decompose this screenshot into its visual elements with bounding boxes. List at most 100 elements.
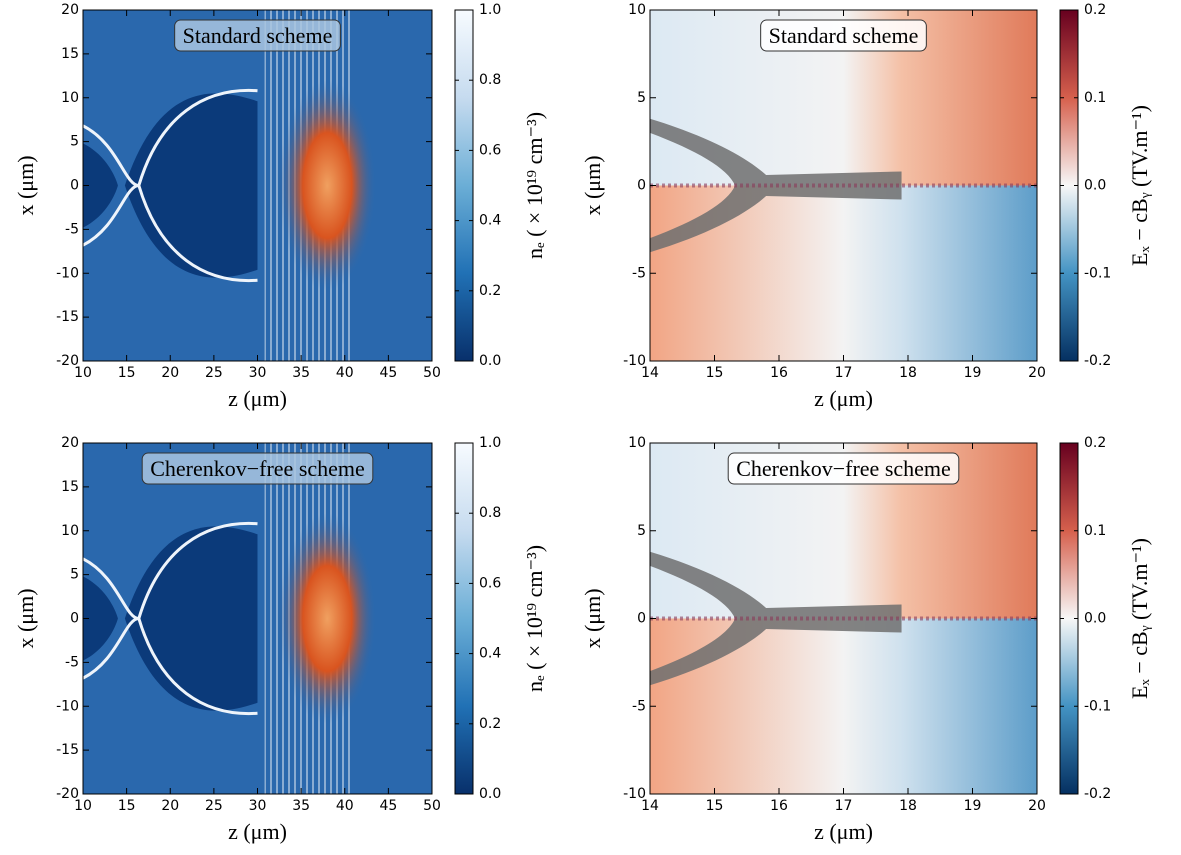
- colorbar-tick-label: 0.4: [479, 646, 501, 662]
- panel-title: Cherenkov−free scheme: [736, 456, 951, 481]
- x-tick-label: 20: [161, 365, 179, 381]
- x-tick-label: 20: [161, 798, 179, 814]
- beam-structure: [650, 551, 902, 686]
- x-tick-label: 25: [205, 365, 223, 381]
- colorbar-tick-label: 0.0: [1084, 611, 1106, 627]
- y-tick-label: 5: [70, 134, 79, 150]
- y-tick-label: 10: [628, 435, 646, 451]
- y-tick-label: 10: [628, 2, 646, 18]
- y-tick-label: -20: [56, 786, 79, 802]
- y-tick-label: 10: [61, 90, 79, 106]
- y-axis-label: x (μm): [13, 155, 38, 215]
- colorbar-label: Eₓ − cBᵧ (TV.m⁻¹): [1127, 105, 1152, 266]
- y-tick-label: 0: [70, 611, 79, 627]
- bubble-back: [83, 143, 118, 228]
- y-tick-label: 0: [637, 178, 646, 194]
- x-tick-label: 17: [835, 798, 853, 814]
- y-tick-label: -10: [623, 353, 646, 369]
- x-tick-label: 18: [899, 798, 917, 814]
- x-axis-label: z (μm): [228, 386, 287, 411]
- sheath-curve: [82, 616, 258, 716]
- x-tick-label: 45: [379, 365, 397, 381]
- x-tick-label: 14: [641, 798, 659, 814]
- sheath-curve: [82, 521, 258, 621]
- heatmap: [82, 443, 432, 794]
- colorbar-tick-label: 0.0: [479, 786, 501, 802]
- y-tick-label: -5: [65, 221, 79, 237]
- x-tick-label: 18: [899, 365, 917, 381]
- y-tick-label: 15: [61, 46, 79, 62]
- x-tick-label: 10: [74, 365, 92, 381]
- colorbar-tick-label: 0.0: [1084, 178, 1106, 194]
- y-tick-label: 20: [61, 2, 79, 18]
- laser-pulse: [278, 80, 377, 291]
- colorbar-tick-label: 0.0: [479, 353, 501, 369]
- x-tick-label: 25: [205, 798, 223, 814]
- y-tick-label: 0: [70, 178, 79, 194]
- x-tick-label: 20: [1028, 798, 1046, 814]
- x-axis-label: z (μm): [814, 819, 873, 844]
- y-tick-label: -5: [632, 265, 646, 281]
- x-tick-label: 19: [964, 365, 982, 381]
- y-tick-label: 0: [637, 611, 646, 627]
- sheath-curve: [82, 183, 258, 283]
- x-tick-label: 30: [249, 798, 267, 814]
- x-tick-label: 45: [379, 798, 397, 814]
- y-tick-label: -10: [56, 698, 79, 714]
- y-tick-label: -5: [632, 698, 646, 714]
- colorbar-tick-label: 0.8: [479, 72, 501, 88]
- colorbar-label: Eₓ − cBᵧ (TV.m⁻¹): [1127, 538, 1152, 699]
- title-box: [141, 452, 374, 485]
- y-tick-label: -15: [56, 742, 79, 758]
- sheath-curve: [82, 88, 258, 188]
- y-tick-label: 20: [61, 435, 79, 451]
- panel-title: Standard scheme: [183, 23, 333, 48]
- colorbar-tick-label: 0.4: [479, 213, 501, 229]
- x-tick-label: 15: [118, 365, 136, 381]
- colorbar-tick-label: 1.0: [479, 435, 501, 451]
- x-tick-label: 10: [74, 798, 92, 814]
- colorbar-tick-label: -0.1: [1084, 265, 1111, 281]
- y-axis-label: x (μm): [13, 588, 38, 648]
- x-tick-label: 35: [292, 365, 310, 381]
- x-tick-label: 14: [641, 365, 659, 381]
- colorbar-tick-label: -0.1: [1084, 698, 1111, 714]
- colorbar-tick-label: 0.6: [479, 575, 501, 591]
- heatmap: [650, 443, 1037, 794]
- y-axis-label: x (μm): [580, 155, 605, 215]
- x-tick-label: 35: [292, 798, 310, 814]
- colorbar-tick-label: 0.2: [479, 283, 501, 299]
- x-tick-label: 20: [1028, 365, 1046, 381]
- x-tick-label: 17: [835, 365, 853, 381]
- y-tick-label: 15: [61, 479, 79, 495]
- x-tick-label: 15: [706, 798, 724, 814]
- laser-pulse: [278, 513, 377, 724]
- x-tick-label: 40: [336, 365, 354, 381]
- x-tick-label: 16: [770, 798, 788, 814]
- heatmap: [82, 10, 432, 361]
- colorbar-tick-label: -0.2: [1084, 353, 1111, 369]
- y-tick-label: 5: [637, 90, 646, 106]
- x-axis-label: z (μm): [228, 819, 287, 844]
- heatmap: [650, 10, 1037, 361]
- colorbar-label: nₑ ( × 10¹⁹ cm⁻³): [522, 545, 547, 692]
- x-tick-label: 50: [423, 365, 441, 381]
- y-tick-label: 5: [70, 567, 79, 583]
- y-tick-label: 10: [61, 523, 79, 539]
- x-tick-label: 16: [770, 365, 788, 381]
- title-box: [174, 19, 341, 52]
- x-tick-label: 30: [249, 365, 267, 381]
- colorbar-tick-label: 0.6: [479, 142, 501, 158]
- colorbar: [454, 9, 474, 362]
- bubble-back: [83, 576, 118, 661]
- y-tick-label: -5: [65, 654, 79, 670]
- colorbar-tick-label: 0.1: [1084, 523, 1106, 539]
- title-box: [760, 19, 927, 52]
- beam-structure: [650, 118, 902, 253]
- colorbar: [454, 442, 474, 795]
- y-axis-label: x (μm): [580, 588, 605, 648]
- colorbar-tick-label: -0.2: [1084, 786, 1111, 802]
- x-tick-label: 15: [706, 365, 724, 381]
- x-tick-label: 50: [423, 798, 441, 814]
